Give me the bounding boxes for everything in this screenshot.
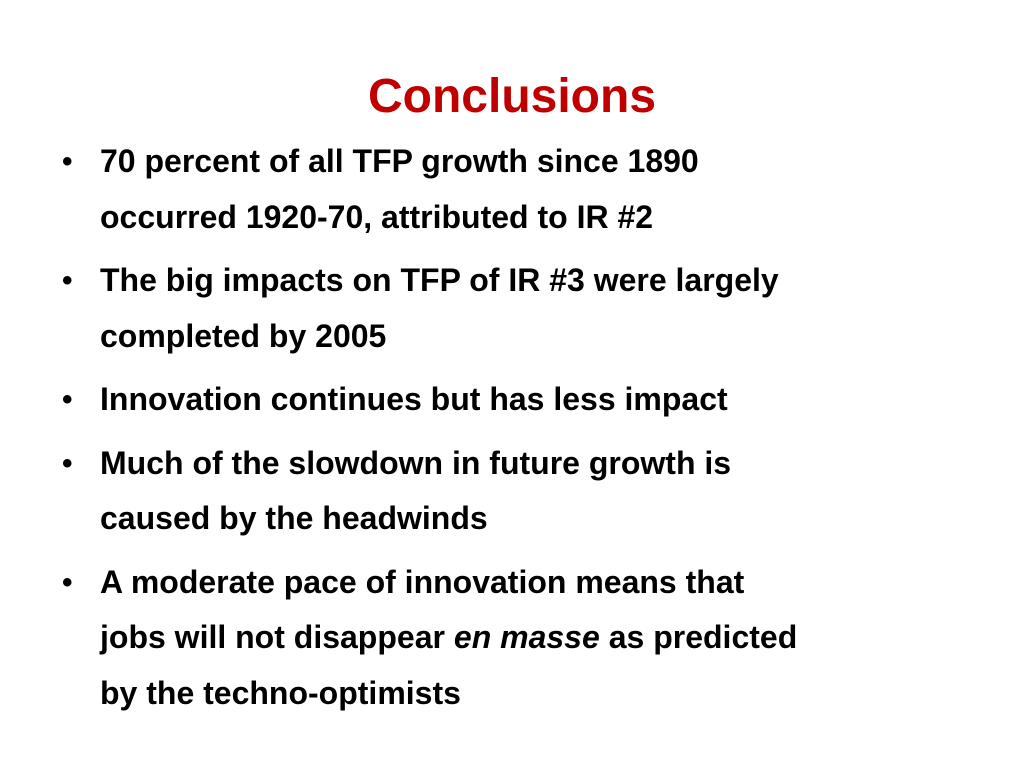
- slide-title: Conclusions: [367, 70, 657, 123]
- bullet-item: • Innovation continues but has less impac…: [0, 372, 1024, 428]
- bullet-line: A moderate pace of innovation means that: [100, 563, 745, 600]
- bullet-line: occurred 1920-70, attributed to IR #2: [100, 198, 654, 235]
- emphasis: en masse: [453, 619, 600, 655]
- bullet-line: by the techno-optimists: [100, 674, 461, 711]
- text-segment: as predicted: [608, 619, 798, 655]
- bullet-list: • 70 percent of all TFP growth since 1890…: [0, 134, 1024, 729]
- bullet-line: Much of the slowdown in future growth is: [100, 444, 732, 481]
- bullet-line: caused by the headwinds: [100, 500, 488, 536]
- bullet-marker: •: [62, 565, 73, 599]
- bullet-marker: •: [62, 446, 73, 480]
- bullet-marker: •: [62, 145, 73, 178]
- bullet-line: completed by 2005: [100, 317, 387, 354]
- text-segment: jobs will not disappear: [100, 619, 445, 655]
- bullet-item: • The big impacts on TFP of IR #3 were la…: [0, 253, 1024, 364]
- bullet-item: • A moderate pace of innovation means tha…: [0, 555, 1024, 722]
- bullet-line: jobs will not disappear en masse as predic…: [100, 610, 1024, 666]
- bullet-marker: •: [62, 383, 73, 416]
- bullet-line: 70 percent of all TFP growth since 1890: [100, 143, 699, 179]
- bullet-item: • 70 percent of all TFP growth since 1890…: [0, 134, 1024, 245]
- bullet-line: Innovation continues but has less impact: [100, 381, 728, 417]
- bullet-line: The big impacts on TFP of IR #3 were lar…: [100, 262, 779, 298]
- bullet-item: • Much of the slowdown in future growth i…: [0, 436, 1024, 547]
- bullet-marker: •: [62, 264, 73, 297]
